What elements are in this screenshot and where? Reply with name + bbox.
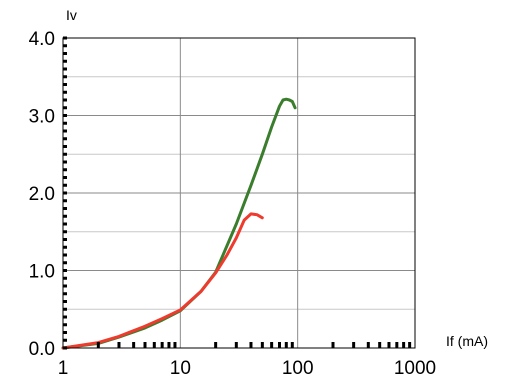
tick-labels: 0.0 1.0 2.0 3.0 4.0 1 10 100 1000 (29, 29, 437, 379)
ticks (63, 36, 412, 350)
x-tick-label: 1 (58, 358, 69, 379)
x-axis-label: If (mA) (446, 333, 488, 349)
x-tick-label: 100 (282, 358, 314, 379)
y-tick-label: 2.0 (29, 184, 55, 205)
x-tick-label: 1000 (394, 358, 436, 379)
series-line-2 (61, 212, 264, 350)
y-tick-label: 0.0 (29, 339, 55, 360)
grid (63, 38, 415, 348)
x-tick-label: 10 (170, 358, 191, 379)
series-layer (61, 97, 297, 350)
y-tick-label: 1.0 (29, 262, 55, 283)
y-tick-label: 4.0 (29, 29, 55, 50)
y-tick-label: 3.0 (29, 107, 55, 128)
y-axis-label: Iv (66, 7, 77, 23)
